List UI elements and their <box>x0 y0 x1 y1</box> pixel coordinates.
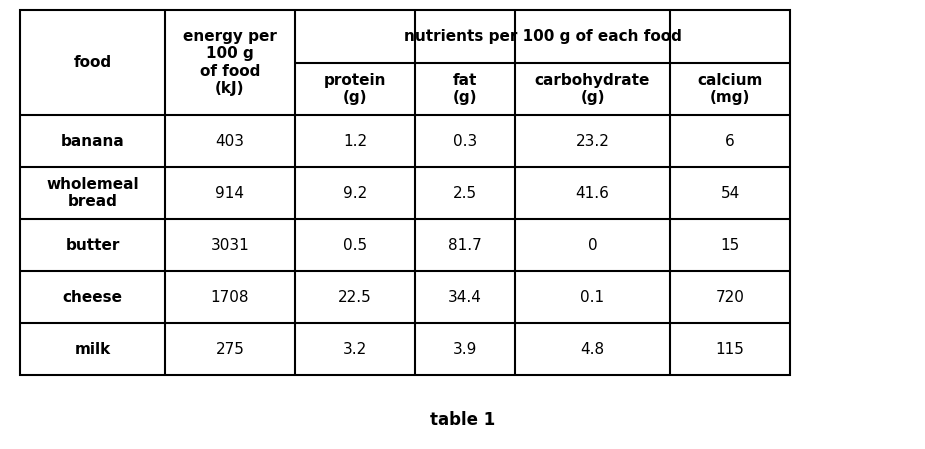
Text: 1.2: 1.2 <box>343 133 367 149</box>
Text: 6: 6 <box>725 133 734 149</box>
Text: 22.5: 22.5 <box>339 290 372 304</box>
Text: 275: 275 <box>216 342 244 357</box>
Text: energy per
100 g
of food
(kJ): energy per 100 g of food (kJ) <box>183 29 277 96</box>
Text: 3.9: 3.9 <box>453 342 477 357</box>
Text: 3.2: 3.2 <box>343 342 367 357</box>
Text: fat
(g): fat (g) <box>452 73 477 105</box>
Text: 4.8: 4.8 <box>581 342 605 357</box>
Text: 15: 15 <box>721 238 740 252</box>
Text: 0: 0 <box>587 238 598 252</box>
Text: food: food <box>73 55 112 70</box>
Text: 34.4: 34.4 <box>448 290 482 304</box>
Text: protein
(g): protein (g) <box>324 73 387 105</box>
Text: 115: 115 <box>716 342 745 357</box>
Text: 0.1: 0.1 <box>581 290 605 304</box>
Text: 914: 914 <box>216 185 244 201</box>
Text: 9.2: 9.2 <box>343 185 367 201</box>
Text: wholemeal
bread: wholemeal bread <box>46 177 139 209</box>
Text: 720: 720 <box>716 290 745 304</box>
Text: 23.2: 23.2 <box>575 133 610 149</box>
Text: 1708: 1708 <box>211 290 249 304</box>
Text: milk: milk <box>74 342 111 357</box>
Text: calcium
(mg): calcium (mg) <box>697 73 763 105</box>
Text: butter: butter <box>66 238 119 252</box>
Text: carbohydrate
(g): carbohydrate (g) <box>535 73 650 105</box>
Text: 2.5: 2.5 <box>453 185 477 201</box>
Text: 81.7: 81.7 <box>448 238 482 252</box>
Text: table 1: table 1 <box>430 411 495 429</box>
Text: banana: banana <box>61 133 124 149</box>
Text: cheese: cheese <box>63 290 122 304</box>
Bar <box>20 10 790 375</box>
Text: nutrients per 100 g of each food: nutrients per 100 g of each food <box>403 29 682 44</box>
Text: 54: 54 <box>721 185 740 201</box>
Text: 403: 403 <box>216 133 244 149</box>
Text: 0.5: 0.5 <box>343 238 367 252</box>
Text: 0.3: 0.3 <box>453 133 477 149</box>
Text: 3031: 3031 <box>211 238 250 252</box>
Text: 41.6: 41.6 <box>575 185 610 201</box>
